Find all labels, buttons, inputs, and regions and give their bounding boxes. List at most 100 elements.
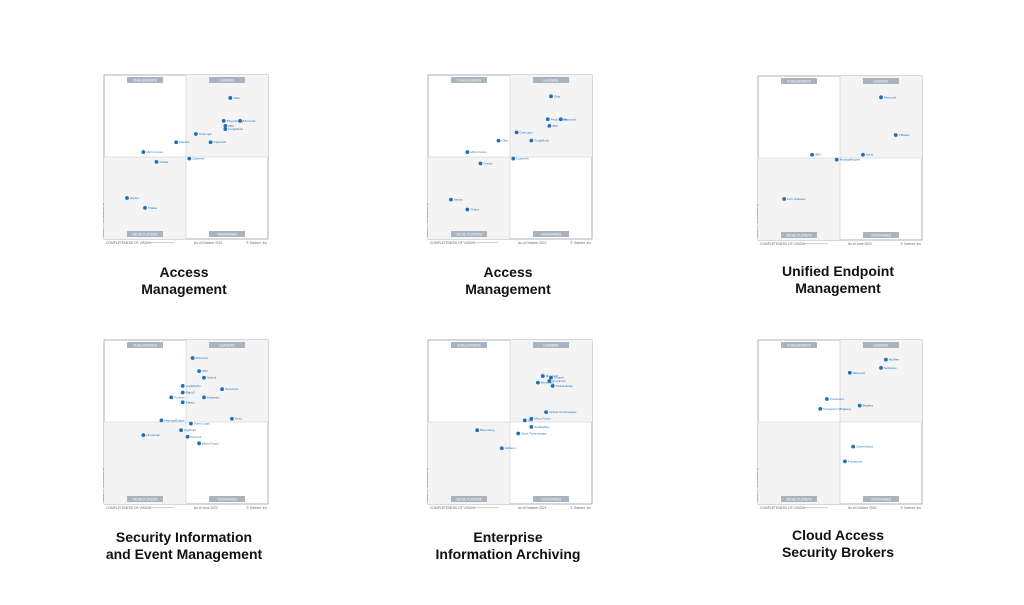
vendor-dot xyxy=(449,197,453,202)
vendor-dot xyxy=(851,444,856,449)
leaders-quadrant-bg xyxy=(186,340,268,422)
quadrant-label: VISIONARIES xyxy=(541,498,561,502)
leaders-quadrant-bg xyxy=(840,76,922,158)
vendor-label: Oracle xyxy=(483,162,492,166)
caption-line-1: Unified Endpoint xyxy=(782,263,894,279)
vendor-dot xyxy=(522,418,527,423)
niche-quadrant-bg xyxy=(428,422,510,504)
vendor-label: McAfee xyxy=(889,358,900,362)
copyright: © Gartner, Inc xyxy=(570,506,591,510)
quadrant-label: VISIONARIES xyxy=(217,233,237,237)
niche-quadrant-bg xyxy=(758,158,840,240)
vendor-label: Splunk xyxy=(207,376,217,380)
vendor-label: Jatheon xyxy=(505,446,516,450)
caption-line-1: Access xyxy=(159,264,209,280)
vendor-label: Rapid7 xyxy=(186,390,196,394)
caption-line-1: Enterprise xyxy=(473,529,543,545)
magic-quadrant-chart: CHALLENGERS LEADERS NICHE PLAYERS VISIONARI… xyxy=(755,75,923,246)
quadrant-label: CHALLENGERS xyxy=(133,79,157,83)
vendor-dot xyxy=(535,380,540,385)
quadrant-label: VISIONARIES xyxy=(871,498,891,502)
vendor-label: OneLogin xyxy=(199,132,212,136)
vendor-label: Bloomberg xyxy=(480,428,495,432)
caption-line-2: Management xyxy=(795,280,881,296)
vendor-dot xyxy=(834,157,839,162)
vendor-dot xyxy=(180,400,185,405)
quadrant-label-bg xyxy=(533,496,569,502)
vendor-label: Micro Focus xyxy=(470,150,487,154)
vendor-label: Gurucul xyxy=(191,435,202,439)
copyright: © Gartner, Inc xyxy=(900,506,921,510)
quadrant-label: CHALLENGERS xyxy=(787,80,811,84)
niche-quadrant-bg xyxy=(428,157,510,239)
vendor-dot xyxy=(238,119,243,123)
caption-line-1: Access xyxy=(483,264,533,280)
quadrant-label-bg xyxy=(209,231,245,237)
vendor-label: ArchiveBox xyxy=(534,425,550,429)
vendor-dot xyxy=(861,152,865,157)
chart-caption: Access Management xyxy=(64,264,304,298)
vendor-label: Microsoft xyxy=(546,374,558,378)
caption-line-1: Security Information xyxy=(115,529,253,545)
chart-caption: Enterprise Information Archiving xyxy=(388,529,628,563)
magic-quadrant-chart: CHALLENGERS LEADERS NICHE PLAYERS VISIONARI… xyxy=(101,74,269,245)
vendor-label: Okta xyxy=(554,94,561,98)
vendor-dot xyxy=(496,138,501,143)
as-of-date: As of October 2021 xyxy=(194,241,223,245)
vendor-label: Okta xyxy=(502,139,509,143)
quadrant-label: NICHE PLAYERS xyxy=(132,233,157,237)
vendor-dot xyxy=(465,150,470,154)
quadrant-label: LEADERS xyxy=(220,344,235,348)
quadrant-label-bg xyxy=(533,77,569,83)
vendor-dot xyxy=(544,410,548,415)
vendor-label: Veritas Technologies xyxy=(549,410,577,414)
magic-quadrant-chart: CHALLENGERS LEADERS NICHE PLAYERS VISIONARI… xyxy=(425,339,593,510)
vendor-dot xyxy=(221,119,226,123)
vendor-label: Netskope xyxy=(884,366,897,370)
mq-panel-siem: CHALLENGERS LEADERS NICHE PLAYERS VISIONARI… xyxy=(101,339,269,519)
vendor-dot xyxy=(197,441,202,446)
quadrant-label-bg xyxy=(863,78,899,84)
vendor-label: ManageEngine xyxy=(164,418,185,422)
x-axis-title: COMPLETENESS OF VISION xyxy=(430,241,475,245)
vendor-dot xyxy=(179,428,183,433)
vendor-label: Microsoft xyxy=(196,356,208,360)
vendor-dot xyxy=(843,459,847,464)
y-axis-title: ABILITY TO EXECUTE xyxy=(757,203,759,238)
vendor-dot xyxy=(847,370,852,375)
vendor-label: Micro Focus xyxy=(534,417,551,421)
caption-line-2: and Event Management xyxy=(105,546,263,562)
quadrant-label: NICHE PLAYERS xyxy=(456,498,481,502)
vendor-dot xyxy=(529,138,534,143)
quadrant-label: CHALLENGERS xyxy=(133,344,157,348)
quadrant-label: LEADERS xyxy=(220,79,235,83)
vendor-dot xyxy=(475,428,480,433)
vendor-dot xyxy=(547,123,552,128)
as-of-date: As of June 2022 xyxy=(848,242,872,246)
vendor-label: Ping Identity xyxy=(227,119,244,123)
vendor-label: LogRhythm xyxy=(186,384,202,388)
vendor-label: Microsoft xyxy=(884,95,896,99)
vendor-dot xyxy=(180,390,185,395)
vendor-label: Forcepoint xyxy=(848,459,862,463)
vendor-label: Micro Focus xyxy=(202,441,219,445)
vendor-label: Huntsman xyxy=(146,433,160,437)
x-axis-title: COMPLETENESS OF VISION xyxy=(430,506,475,510)
quadrant-label-bg xyxy=(863,232,899,238)
quadrant-label: LEADERS xyxy=(544,79,559,83)
vendor-dot xyxy=(529,416,534,421)
vendor-dot xyxy=(230,416,234,421)
x-axis-title: COMPLETENESS OF VISION xyxy=(760,506,805,510)
quadrant-label-bg xyxy=(863,496,899,502)
vendor-label: Proofpoint xyxy=(830,397,844,401)
vendor-label: Forcepoint (Bitglass) xyxy=(823,407,851,411)
vendor-label: IBM xyxy=(815,153,821,157)
x-axis-title: COMPLETENESS OF VISION xyxy=(106,506,151,510)
quadrant-label-bg xyxy=(863,342,899,348)
vendor-dot xyxy=(125,196,129,200)
chart-caption: Access Management xyxy=(388,264,628,298)
vendor-label: Ivanti xyxy=(866,153,874,157)
vendor-label: Cyberark xyxy=(192,157,205,161)
quadrant-label-bg xyxy=(451,496,487,502)
vendor-label: Okta xyxy=(233,96,240,100)
